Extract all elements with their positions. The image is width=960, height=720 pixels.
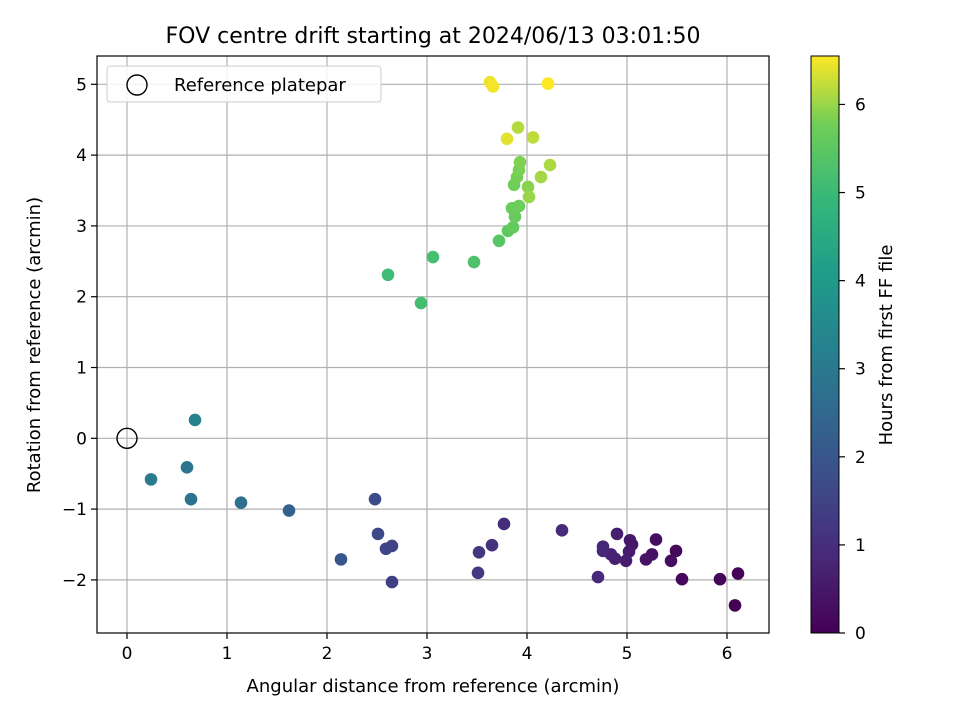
data-point: [512, 199, 526, 213]
x-tick-label: 0: [122, 644, 133, 664]
data-point: [513, 155, 527, 169]
data-point: [555, 524, 569, 537]
colorbar-tick-label: 6: [855, 95, 866, 115]
data-point: [500, 132, 514, 146]
y-tick-label: −2: [62, 571, 87, 591]
plot-frame: [96, 55, 770, 634]
colorbar-label: Hours from first FF file: [876, 245, 897, 446]
data-point: [144, 473, 158, 486]
data-point: [188, 413, 202, 427]
data-point: [180, 461, 194, 474]
data-point: [610, 527, 624, 541]
data-point: [526, 131, 540, 144]
colorbar: [810, 55, 840, 634]
data-point: [591, 570, 605, 584]
data-point: [379, 542, 393, 556]
data-point: [534, 170, 548, 184]
data-point: [486, 80, 500, 93]
y-tick-label: 2: [76, 288, 87, 308]
x-tick-label: 3: [422, 644, 433, 664]
data-point: [596, 544, 610, 558]
y-tick-label: 5: [76, 75, 87, 95]
data-point: [371, 527, 385, 541]
data-point: [543, 158, 557, 172]
x-axis-ticks: 0 1 2 3 4 5 6: [122, 633, 733, 664]
data-point: [541, 77, 555, 90]
colorbar-ticks: 0 1 2 3 4 5 6: [839, 95, 866, 644]
data-point: [485, 538, 499, 552]
data-point: [731, 567, 745, 580]
y-tick-label: 1: [76, 359, 87, 379]
x-axis-label: Angular distance from reference (arcmin): [247, 676, 620, 697]
data-point: [467, 255, 481, 269]
y-tick-label: −1: [62, 500, 87, 520]
data-point: [522, 190, 536, 204]
colorbar-tick-label: 4: [855, 272, 866, 292]
data-point: [368, 492, 382, 506]
data-point: [472, 545, 486, 559]
y-tick-label: 3: [76, 217, 87, 237]
data-point: [639, 553, 653, 566]
x-tick-label: 4: [522, 644, 533, 664]
data-point: [713, 572, 727, 586]
data-point: [282, 504, 296, 517]
data-point: [728, 599, 742, 612]
y-axis-label: Rotation from reference (arcmin): [24, 197, 45, 493]
data-point: [471, 566, 485, 580]
legend-marker-reference: [126, 74, 148, 96]
colorbar-tick-label: 0: [855, 624, 866, 644]
x-tick-label: 1: [222, 644, 233, 664]
data-point: [381, 268, 395, 282]
data-point: [385, 575, 399, 589]
colorbar-tick-label: 3: [855, 360, 866, 380]
data-point: [511, 121, 525, 134]
data-point: [623, 533, 637, 547]
data-point: [506, 221, 520, 234]
colorbar-tick-label: 1: [855, 536, 866, 556]
data-point: [234, 496, 248, 510]
x-tick-label: 2: [322, 644, 333, 664]
data-point: [334, 553, 348, 566]
legend-label-reference: Reference platepar: [174, 75, 346, 96]
reference-platepar-marker: [116, 427, 138, 450]
data-point: [497, 517, 511, 531]
x-tick-label: 6: [722, 644, 733, 664]
reference-marker: [116, 427, 138, 450]
x-tick-label: 5: [622, 644, 633, 664]
data-point: [664, 554, 678, 568]
legend: Reference platepar: [106, 65, 382, 103]
y-axis-ticks: −2 −1 0 1 2 3 4 5: [62, 75, 97, 591]
colorbar-tick-label: 2: [855, 448, 866, 468]
data-point: [521, 180, 535, 194]
data-point: [184, 492, 198, 506]
colorbar-tick-label: 5: [855, 184, 866, 204]
data-point: [649, 533, 663, 546]
chart-title: FOV centre drift starting at 2024/06/13 …: [166, 24, 701, 49]
legend-box: [106, 65, 382, 103]
grid-lines: [97, 56, 769, 633]
data-point: [492, 234, 506, 248]
data-point: [414, 296, 428, 310]
data-point: [619, 554, 633, 568]
y-tick-label: 0: [76, 429, 87, 449]
data-point: [669, 544, 683, 558]
data-point: [426, 250, 440, 264]
scatter-points: [144, 75, 745, 612]
y-tick-label: 4: [76, 146, 87, 166]
data-point: [675, 572, 689, 586]
